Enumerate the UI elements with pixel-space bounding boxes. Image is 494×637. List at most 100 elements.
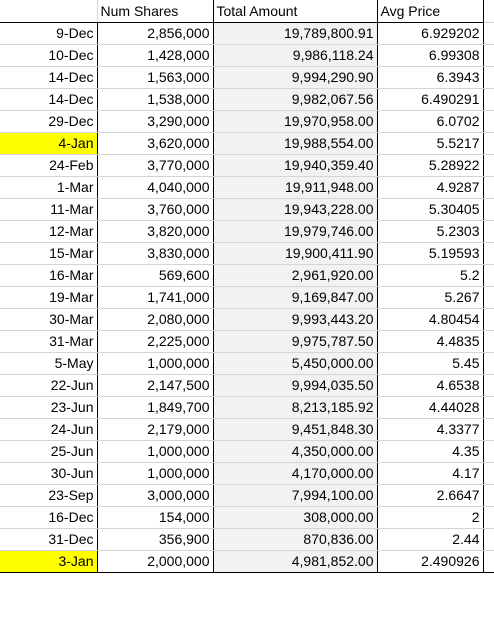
num-shares-cell[interactable]: 3,000,000 bbox=[97, 484, 214, 507]
num-shares-cell[interactable]: 1,741,000 bbox=[97, 286, 214, 309]
date-cell[interactable]: 24-Feb bbox=[0, 154, 98, 177]
total-amount-cell[interactable]: 9,993,443.20 bbox=[213, 308, 378, 331]
date-cell[interactable]: 11-Mar bbox=[0, 198, 98, 221]
num-shares-cell[interactable]: 2,856,000 bbox=[97, 22, 214, 45]
empty-cell[interactable] bbox=[483, 88, 494, 111]
total-amount-cell[interactable]: 4,350,000.00 bbox=[213, 440, 378, 463]
date-cell[interactable]: 31-Mar bbox=[0, 330, 98, 353]
num-shares-cell[interactable]: 1,000,000 bbox=[97, 352, 214, 375]
total-amount-cell[interactable]: 19,943,228.00 bbox=[213, 198, 378, 221]
num-shares-cell[interactable]: 1,000,000 bbox=[97, 440, 214, 463]
empty-cell[interactable] bbox=[483, 330, 494, 353]
empty-cell[interactable] bbox=[483, 506, 494, 529]
empty-cell[interactable] bbox=[483, 198, 494, 221]
date-cell[interactable]: 16-Mar bbox=[0, 264, 98, 287]
num-shares-cell[interactable]: 3,760,000 bbox=[97, 198, 214, 221]
total-amount-cell[interactable]: 9,169,847.00 bbox=[213, 286, 378, 309]
total-amount-cell[interactable]: 7,994,100.00 bbox=[213, 484, 378, 507]
empty-cell[interactable] bbox=[483, 110, 494, 133]
avg-price-cell[interactable]: 5.45 bbox=[377, 352, 484, 375]
num-shares-cell[interactable]: 1,000,000 bbox=[97, 462, 214, 485]
num-shares-cell[interactable]: 2,179,000 bbox=[97, 418, 214, 441]
empty-cell[interactable] bbox=[483, 308, 494, 331]
empty-cell[interactable] bbox=[483, 220, 494, 243]
avg-price-cell[interactable]: 4.44028 bbox=[377, 396, 484, 419]
avg-price-cell[interactable]: 5.28922 bbox=[377, 154, 484, 177]
avg-price-cell[interactable]: 4.3377 bbox=[377, 418, 484, 441]
total-amount-cell[interactable]: 19,988,554.00 bbox=[213, 132, 378, 155]
total-amount-cell[interactable]: 8,213,185.92 bbox=[213, 396, 378, 419]
header-cell-num-shares[interactable]: Num Shares bbox=[96, 0, 214, 23]
date-cell[interactable]: 16-Dec bbox=[0, 506, 98, 529]
date-cell[interactable]: 29-Dec bbox=[0, 110, 98, 133]
date-cell[interactable]: 14-Dec bbox=[0, 88, 98, 111]
num-shares-cell[interactable]: 1,849,700 bbox=[97, 396, 214, 419]
num-shares-cell[interactable]: 356,900 bbox=[97, 528, 214, 551]
total-amount-cell[interactable]: 4,981,852.00 bbox=[213, 550, 378, 573]
num-shares-cell[interactable]: 3,290,000 bbox=[97, 110, 214, 133]
avg-price-cell[interactable]: 5.2303 bbox=[377, 220, 484, 243]
empty-cell[interactable] bbox=[483, 22, 494, 45]
total-amount-cell[interactable]: 19,900,411.90 bbox=[213, 242, 378, 265]
total-amount-cell[interactable]: 9,994,290.90 bbox=[213, 66, 378, 89]
avg-price-cell[interactable]: 5.19593 bbox=[377, 242, 484, 265]
total-amount-cell[interactable]: 308,000.00 bbox=[213, 506, 378, 529]
empty-cell[interactable] bbox=[483, 0, 494, 23]
avg-price-cell[interactable]: 4.35 bbox=[377, 440, 484, 463]
empty-cell[interactable] bbox=[483, 484, 494, 507]
empty-cell[interactable] bbox=[483, 418, 494, 441]
empty-cell[interactable] bbox=[483, 66, 494, 89]
num-shares-cell[interactable]: 3,620,000 bbox=[97, 132, 214, 155]
avg-price-cell[interactable]: 6.3943 bbox=[377, 66, 484, 89]
num-shares-cell[interactable]: 2,080,000 bbox=[97, 308, 214, 331]
date-cell[interactable]: 12-Mar bbox=[0, 220, 98, 243]
total-amount-cell[interactable]: 9,975,787.50 bbox=[213, 330, 378, 353]
avg-price-cell[interactable]: 6.929202 bbox=[377, 22, 484, 45]
num-shares-cell[interactable]: 4,040,000 bbox=[97, 176, 214, 199]
empty-cell[interactable] bbox=[483, 352, 494, 375]
total-amount-cell[interactable]: 19,911,948.00 bbox=[213, 176, 378, 199]
date-cell[interactable]: 19-Mar bbox=[0, 286, 98, 309]
total-amount-cell[interactable]: 9,451,848.30 bbox=[213, 418, 378, 441]
header-cell-avg-price[interactable]: Avg Price bbox=[376, 0, 484, 23]
total-amount-cell[interactable]: 19,789,800.91 bbox=[213, 22, 378, 45]
avg-price-cell[interactable]: 2.490926 bbox=[377, 550, 484, 573]
total-amount-cell[interactable]: 9,994,035.50 bbox=[213, 374, 378, 397]
total-amount-cell[interactable]: 5,450,000.00 bbox=[213, 352, 378, 375]
date-cell[interactable]: 9-Dec bbox=[0, 22, 98, 45]
date-cell[interactable]: 22-Jun bbox=[0, 374, 98, 397]
num-shares-cell[interactable]: 2,000,000 bbox=[97, 550, 214, 573]
date-cell[interactable]: 31-Dec bbox=[0, 528, 98, 551]
empty-cell[interactable] bbox=[483, 132, 494, 155]
date-cell[interactable]: 30-Jun bbox=[0, 462, 98, 485]
date-cell[interactable]: 24-Jun bbox=[0, 418, 98, 441]
avg-price-cell[interactable]: 2.44 bbox=[377, 528, 484, 551]
avg-price-cell[interactable]: 2 bbox=[377, 506, 484, 529]
avg-price-cell[interactable]: 6.490291 bbox=[377, 88, 484, 111]
avg-price-cell[interactable]: 4.17 bbox=[377, 462, 484, 485]
avg-price-cell[interactable]: 5.30405 bbox=[377, 198, 484, 221]
avg-price-cell[interactable]: 4.4835 bbox=[377, 330, 484, 353]
avg-price-cell[interactable]: 4.80454 bbox=[377, 308, 484, 331]
num-shares-cell[interactable]: 2,225,000 bbox=[97, 330, 214, 353]
total-amount-cell[interactable]: 870,836.00 bbox=[213, 528, 378, 551]
avg-price-cell[interactable]: 6.0702 bbox=[377, 110, 484, 133]
num-shares-cell[interactable]: 1,428,000 bbox=[97, 44, 214, 67]
num-shares-cell[interactable]: 3,830,000 bbox=[97, 242, 214, 265]
empty-cell[interactable] bbox=[483, 154, 494, 177]
avg-price-cell[interactable]: 4.9287 bbox=[377, 176, 484, 199]
num-shares-cell[interactable]: 154,000 bbox=[97, 506, 214, 529]
empty-cell[interactable] bbox=[483, 440, 494, 463]
total-amount-cell[interactable]: 19,940,359.40 bbox=[213, 154, 378, 177]
date-cell[interactable]: 3-Jan bbox=[0, 550, 98, 573]
date-cell[interactable]: 1-Mar bbox=[0, 176, 98, 199]
date-cell[interactable]: 5-May bbox=[0, 352, 98, 375]
empty-cell[interactable] bbox=[483, 396, 494, 419]
total-amount-cell[interactable]: 4,170,000.00 bbox=[213, 462, 378, 485]
total-amount-cell[interactable]: 9,982,067.56 bbox=[213, 88, 378, 111]
date-cell[interactable]: 15-Mar bbox=[0, 242, 98, 265]
num-shares-cell[interactable]: 1,563,000 bbox=[97, 66, 214, 89]
date-cell[interactable]: 30-Mar bbox=[0, 308, 98, 331]
empty-cell[interactable] bbox=[483, 374, 494, 397]
empty-cell[interactable] bbox=[483, 528, 494, 551]
